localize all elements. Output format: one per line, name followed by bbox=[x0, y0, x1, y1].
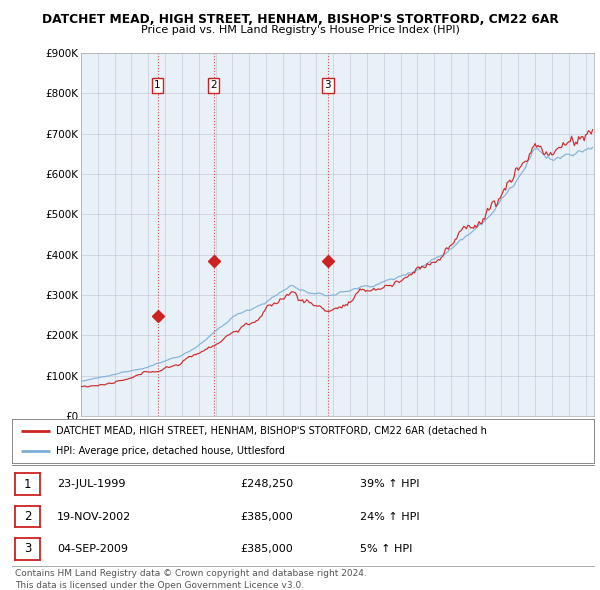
Text: Price paid vs. HM Land Registry's House Price Index (HPI): Price paid vs. HM Land Registry's House … bbox=[140, 25, 460, 35]
Text: DATCHET MEAD, HIGH STREET, HENHAM, BISHOP'S STORTFORD, CM22 6AR: DATCHET MEAD, HIGH STREET, HENHAM, BISHO… bbox=[41, 13, 559, 26]
Text: 24% ↑ HPI: 24% ↑ HPI bbox=[360, 512, 419, 522]
Text: £248,250: £248,250 bbox=[240, 479, 293, 489]
Text: 3: 3 bbox=[24, 542, 31, 556]
Text: £385,000: £385,000 bbox=[240, 544, 293, 554]
Text: Contains HM Land Registry data © Crown copyright and database right 2024.
This d: Contains HM Land Registry data © Crown c… bbox=[15, 569, 367, 589]
Text: DATCHET MEAD, HIGH STREET, HENHAM, BISHOP'S STORTFORD, CM22 6AR (detached h: DATCHET MEAD, HIGH STREET, HENHAM, BISHO… bbox=[56, 426, 487, 436]
Text: 2: 2 bbox=[210, 80, 217, 90]
Text: £385,000: £385,000 bbox=[240, 512, 293, 522]
Text: 19-NOV-2002: 19-NOV-2002 bbox=[57, 512, 131, 522]
Text: 39% ↑ HPI: 39% ↑ HPI bbox=[360, 479, 419, 489]
Text: 04-SEP-2009: 04-SEP-2009 bbox=[57, 544, 128, 554]
Text: 3: 3 bbox=[325, 80, 331, 90]
Text: 1: 1 bbox=[24, 477, 31, 491]
Text: 2: 2 bbox=[24, 510, 31, 523]
Text: 5% ↑ HPI: 5% ↑ HPI bbox=[360, 544, 412, 554]
Text: 1: 1 bbox=[154, 80, 161, 90]
Text: HPI: Average price, detached house, Uttlesford: HPI: Average price, detached house, Uttl… bbox=[56, 446, 284, 456]
Text: 23-JUL-1999: 23-JUL-1999 bbox=[57, 479, 125, 489]
